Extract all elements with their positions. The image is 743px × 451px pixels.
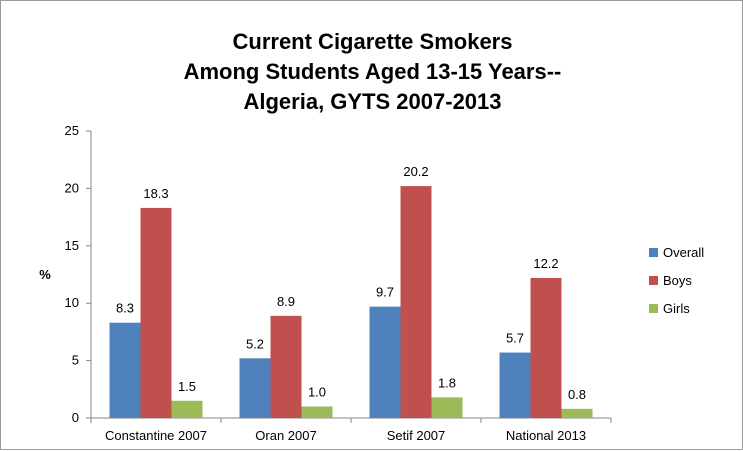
- data-label: 5.2: [246, 336, 264, 351]
- y-tick-label: 25: [65, 123, 79, 138]
- data-label: 8.3: [116, 301, 134, 316]
- data-label: 9.7: [376, 285, 394, 300]
- data-label: 12.2: [533, 256, 558, 271]
- data-label: 5.7: [506, 331, 524, 346]
- x-tick-label: Constantine 2007: [105, 428, 207, 443]
- bar-girls: [561, 408, 593, 418]
- y-tick-label: 15: [65, 238, 79, 253]
- bar-girls: [431, 397, 463, 418]
- legend-label-girls: Girls: [663, 301, 690, 316]
- bar-overall: [239, 358, 271, 418]
- legend-swatch-overall: [649, 248, 658, 257]
- legend-label-boys: Boys: [663, 273, 692, 288]
- data-label: 8.9: [277, 294, 295, 309]
- chart-title-line-1: Current Cigarette Smokers: [232, 29, 513, 54]
- data-label: 0.8: [568, 387, 586, 402]
- data-label: 1.8: [438, 375, 456, 390]
- bar-boys: [270, 315, 302, 418]
- bar-boys: [530, 277, 562, 418]
- y-tick-label: 5: [72, 353, 79, 368]
- chart-title-line-3: Algeria, GYTS 2007-2013: [243, 89, 502, 114]
- legend-label-overall: Overall: [663, 245, 704, 260]
- bar-boys: [400, 186, 432, 418]
- bar-girls: [171, 400, 203, 418]
- data-label: 1.5: [178, 379, 196, 394]
- bar-overall: [109, 322, 141, 418]
- x-tick-label: National 2013: [506, 428, 586, 443]
- bar-boys: [140, 207, 172, 418]
- x-tick-label: Oran 2007: [255, 428, 316, 443]
- legend-swatch-girls: [649, 304, 658, 313]
- legend-swatch-boys: [649, 276, 658, 285]
- bar-girls: [301, 406, 333, 418]
- data-label: 18.3: [143, 186, 168, 201]
- y-axis-title: %: [39, 267, 51, 282]
- data-label: 20.2: [403, 164, 428, 179]
- y-tick-label: 20: [65, 180, 79, 195]
- y-tick-label: 0: [72, 410, 79, 425]
- bar-overall: [369, 306, 401, 418]
- data-label: 1.0: [308, 385, 326, 400]
- chart-title-line-2: Among Students Aged 13-15 Years--: [183, 59, 562, 84]
- y-tick-label: 10: [65, 295, 79, 310]
- bar-overall: [499, 352, 531, 418]
- x-tick-label: Setif 2007: [387, 428, 446, 443]
